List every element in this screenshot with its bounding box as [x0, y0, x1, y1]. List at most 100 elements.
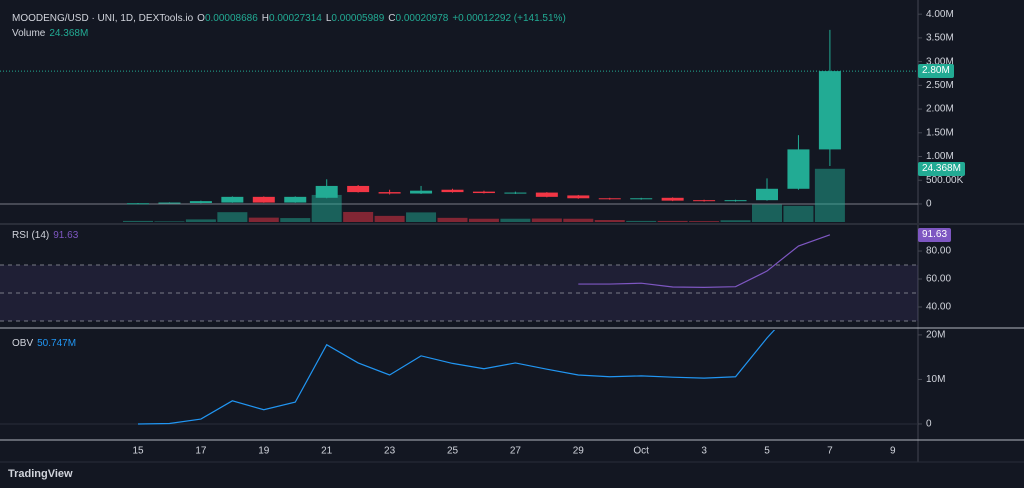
candle-body	[504, 192, 527, 194]
ohlc-key: O	[197, 13, 205, 24]
volume-bar	[752, 204, 782, 222]
volume-bar	[374, 215, 405, 222]
volume-bar	[437, 217, 468, 222]
volume-legend: Volume 24.368M	[12, 28, 88, 39]
volume-bar	[468, 218, 499, 222]
volume-bar	[657, 220, 688, 222]
ohlc-item: C0.00020978	[388, 13, 448, 24]
y-tick-label: 0	[926, 199, 932, 210]
obv-name: OBV	[12, 338, 34, 349]
candle-body	[598, 198, 621, 200]
ohlc-value: 0.00005989	[331, 13, 385, 24]
x-tick-label: 27	[510, 446, 522, 457]
volume-bar	[248, 217, 279, 222]
candle-body	[158, 202, 181, 204]
volume-bar	[311, 194, 342, 222]
candle-body	[472, 191, 495, 194]
ohlc-key: H	[261, 13, 270, 24]
y-tick-label: 20M	[926, 330, 945, 341]
x-tick-label: 5	[764, 446, 770, 457]
candle-body	[189, 201, 212, 204]
indicator-value-label: 91.63	[918, 227, 952, 242]
candle-body	[347, 185, 370, 193]
last-volume-label: 24.368M	[918, 161, 965, 176]
volume-bar	[689, 221, 720, 222]
rsi-value: 91.63	[53, 230, 79, 241]
candle-body	[567, 195, 590, 199]
candle-body	[724, 200, 747, 202]
obv-value: 50.747M	[37, 338, 77, 349]
x-tick-label: 15	[132, 446, 144, 457]
obv-legend: OBV 50.747M	[12, 338, 76, 349]
x-tick-label: 9	[890, 446, 896, 457]
y-tick-label: 2.00M	[926, 104, 954, 115]
y-tick-label: 40.00	[926, 302, 951, 313]
y-tick-label: 0	[926, 419, 932, 430]
ohlc-item: L0.00005989	[326, 13, 384, 24]
candles	[0, 29, 918, 222]
ohlc-item: H0.00027314	[262, 13, 322, 24]
x-tick-label: 29	[573, 446, 585, 457]
candle-body	[693, 200, 716, 202]
x-tick-label: 3	[701, 446, 707, 457]
y-tick-label: 3.00M	[926, 56, 954, 67]
volume-bar	[500, 218, 531, 222]
ohlc: O0.00008686 H0.00027314 L0.00005989 C0.0002…	[197, 13, 448, 24]
y-tick-label: 4.00M	[926, 9, 954, 20]
volume-bar	[280, 218, 311, 222]
change: +0.00012292 (+141.51%)	[452, 13, 566, 24]
volume-bar	[814, 168, 845, 222]
symbol: MOODENG/USD · UNI, 1D, DEXTools.io	[12, 13, 194, 24]
volume-bar	[783, 205, 814, 222]
volume-bar	[154, 221, 185, 222]
candle-body	[630, 198, 653, 200]
ohlc-value: 0.00008686	[204, 13, 258, 24]
ohlc-value: 0.00020978	[395, 13, 449, 24]
x-tick-label: 17	[195, 446, 207, 457]
y-tick-label: 60.00	[926, 274, 951, 285]
volume-bar	[343, 211, 374, 222]
candle-body	[535, 192, 558, 197]
candle-body	[315, 185, 338, 198]
volume-bar	[626, 220, 657, 222]
y-tick-label: 1.00M	[926, 151, 954, 162]
branding: TradingView	[8, 468, 73, 480]
candle-body	[756, 188, 778, 201]
candle-body	[378, 192, 401, 194]
x-tick-label: 19	[258, 446, 270, 457]
x-tick-label: 25	[447, 446, 459, 457]
volume-bar	[594, 220, 625, 222]
candle-body	[441, 189, 464, 193]
rsi-legend: RSI (14) 91.63	[12, 230, 78, 241]
line-pane	[0, 234, 918, 322]
rsi-name: RSI (14)	[12, 230, 50, 241]
candle-body	[252, 196, 275, 203]
ohlc-key: C	[388, 13, 396, 24]
candle-body	[818, 71, 841, 150]
candle-body	[787, 149, 810, 189]
ohlc-value: 0.00027314	[269, 13, 322, 24]
x-tick-label: 23	[384, 446, 396, 457]
volume-bar	[720, 220, 751, 222]
candle-body	[410, 190, 433, 194]
volume-bar	[185, 219, 216, 222]
candle-body	[221, 196, 244, 203]
y-tick-label: 3.50M	[926, 33, 954, 44]
x-tick-label: 21	[321, 446, 333, 457]
y-tick-label: 500.00K	[926, 175, 964, 186]
candle-body	[284, 196, 307, 203]
line-pane	[0, 330, 918, 425]
volume-value: 24.368M	[49, 28, 89, 39]
volume-name: Volume	[12, 28, 46, 39]
y-tick-label: 1.50M	[926, 127, 954, 138]
volume-bar	[217, 212, 248, 222]
indicator-line	[137, 330, 776, 425]
y-tick-label: 10M	[926, 374, 945, 385]
last-price-label: 2.80M	[918, 64, 954, 79]
indicator-line	[578, 234, 831, 288]
ohlc-item: O0.00008686	[197, 13, 258, 24]
y-tick-label: 2.50M	[926, 80, 954, 91]
volume-bar	[563, 218, 594, 222]
volume-bar	[406, 212, 437, 222]
